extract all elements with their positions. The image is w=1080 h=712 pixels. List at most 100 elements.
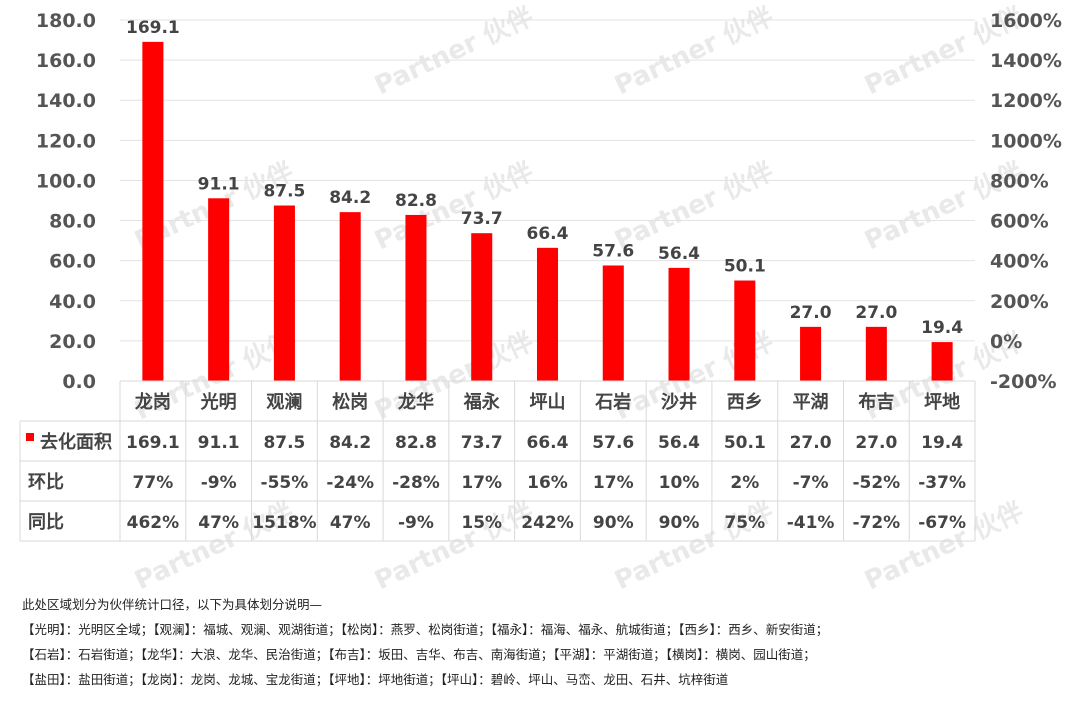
watermark-text: Partner 伙伴 [610, 2, 778, 102]
notes-line-intro: 此处区域划分为伙伴统计口径，以下为具体划分说明— [22, 597, 323, 612]
y-right-tick-label: 1400% [990, 50, 1062, 72]
y-left-tick-label: 180.0 [36, 10, 96, 32]
x-category-label: 龙岗 [135, 391, 171, 413]
watermark-text: Partner 伙伴 [370, 327, 538, 427]
table-cell: -41% [787, 513, 835, 533]
table-cell: 87.5 [263, 433, 305, 453]
x-category-label: 松岗 [332, 391, 368, 413]
table-cell: 242% [521, 513, 574, 533]
y-right-tick-label: 400% [990, 251, 1049, 273]
table-cell: -72% [852, 513, 900, 533]
bar-data-label: 91.1 [198, 174, 240, 194]
bar [931, 342, 953, 381]
watermark-text: Partner 伙伴 [860, 497, 1028, 590]
x-category-label: 平湖 [793, 392, 829, 413]
table-cell: 47% [198, 513, 239, 533]
table-cell: 73.7 [461, 433, 503, 453]
table-cell: 17% [461, 473, 502, 493]
y-right-tick-label: 0% [990, 331, 1022, 353]
table-row-header: 同比 [28, 512, 64, 533]
table-cell: 57.6 [592, 433, 634, 453]
y-left-tick-label: 120.0 [36, 130, 96, 152]
bar [273, 205, 295, 381]
x-category-label: 沙井 [661, 391, 697, 413]
bar [668, 267, 690, 381]
table-cell: 91.1 [198, 433, 240, 453]
table-cell: 50.1 [724, 433, 766, 453]
table-cell: -9% [398, 513, 434, 533]
table-cell: 19.4 [921, 433, 963, 453]
table-cell: -24% [326, 473, 374, 493]
table-cell: 47% [330, 513, 371, 533]
bar-data-label: 169.1 [126, 18, 180, 38]
bar-data-label: 19.4 [921, 318, 963, 338]
table-cell: 2% [730, 473, 759, 493]
bar-data-label: 87.5 [263, 182, 305, 202]
notes-line-1: 【光明】：光明区全域；【观澜】：福城、观澜、观湖街道；【松岗】：燕罗、松岗街道；… [22, 622, 829, 637]
y-left-tick-label: 60.0 [49, 251, 96, 273]
table-cell: 15% [461, 513, 502, 533]
notes-line-3: 【盐田】：盐田街道；【龙岗】：龙岗、龙城、宝龙街道；【坪地】：坪地街道；【坪山】… [22, 672, 729, 687]
x-category-label: 光明 [200, 391, 237, 413]
bar [471, 233, 493, 381]
bar [602, 265, 624, 381]
bar-data-label: 82.8 [395, 191, 437, 211]
x-category-label: 西乡 [727, 392, 763, 413]
x-category-label: 观澜 [266, 391, 302, 413]
bar-chart: Partner 伙伴 Partner 伙伴 Partner 伙伴 Partner 伙伴… [19, 2, 1062, 590]
bar [405, 214, 427, 381]
y-right-tick-label: -200% [990, 371, 1057, 393]
y-left-tick-label: 20.0 [49, 331, 96, 353]
table-cell: 77% [133, 473, 174, 493]
bar [536, 247, 559, 381]
bar-data-label: 50.1 [724, 257, 766, 277]
y-left-tick-label: 160.0 [36, 50, 96, 72]
table-cell: 75% [724, 513, 765, 533]
watermark-text: Partner 伙伴 [370, 497, 538, 590]
table-cell: -55% [261, 473, 309, 493]
table-cell: 27.0 [790, 433, 832, 453]
bar [865, 326, 887, 381]
legend-swatch [26, 433, 34, 441]
watermark-text: Partner 伙伴 [610, 157, 778, 257]
table-cell: 17% [593, 473, 634, 493]
bar [734, 280, 756, 381]
bar-data-label: 27.0 [855, 303, 897, 323]
table-cell: -67% [918, 513, 966, 533]
y-right-tick-label: 1000% [990, 130, 1062, 152]
y-right-tick-label: 1600% [990, 10, 1062, 32]
bar [142, 41, 164, 381]
bar-data-label: 27.0 [790, 303, 832, 323]
table-row-header: 去化面积 [40, 431, 112, 453]
watermark-text: Partner 伙伴 [370, 2, 538, 102]
y-left-tick-label: 80.0 [49, 211, 96, 233]
bar-data-label: 56.4 [658, 244, 700, 264]
table-cell: 10% [659, 473, 700, 493]
table-row-header: 环比 [28, 472, 64, 493]
bar-data-label: 84.2 [329, 188, 371, 208]
table-cell: 1518% [252, 513, 316, 533]
x-category-label: 龙华 [398, 391, 434, 413]
y-left-tick-label: 100.0 [36, 170, 96, 192]
bar [339, 212, 361, 381]
table-cell: 84.2 [329, 433, 371, 453]
table-cell: -7% [793, 473, 829, 493]
watermark-text: Partner 伙伴 [130, 497, 298, 590]
bar-data-label: 57.6 [592, 241, 634, 261]
table-cell: 90% [659, 513, 700, 533]
bar [800, 326, 822, 381]
y-right-tick-label: 800% [990, 170, 1049, 192]
watermark-text: Partner 伙伴 [610, 497, 778, 590]
table-cell: 169.1 [126, 433, 180, 453]
y-left-tick-label: 0.0 [62, 371, 96, 393]
table-cell: -37% [918, 473, 966, 493]
y-left-tick-label: 140.0 [36, 90, 96, 112]
y-right-tick-label: 200% [990, 291, 1049, 313]
notes-section: 此处区域划分为伙伴统计口径，以下为具体划分说明— 【光明】：光明区全域；【观澜】… [22, 592, 1062, 692]
table-cell: 16% [527, 473, 568, 493]
x-category-label: 石岩 [594, 391, 631, 413]
table-cell: 82.8 [395, 433, 437, 453]
table-cell: 56.4 [658, 433, 700, 453]
y-left-tick-label: 40.0 [49, 291, 96, 313]
